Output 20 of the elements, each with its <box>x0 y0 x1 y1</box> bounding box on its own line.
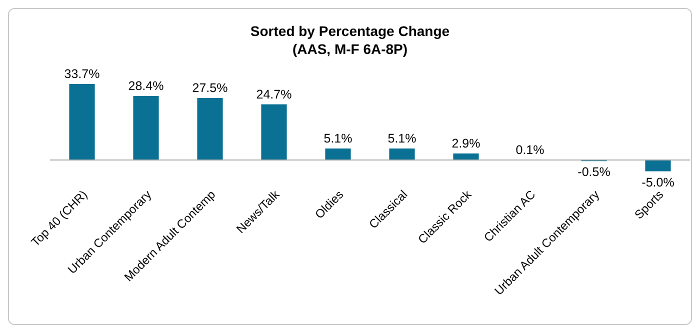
bar <box>389 148 415 160</box>
bar <box>261 104 287 160</box>
data-label: 0.1% <box>516 142 544 157</box>
data-label: 27.5% <box>192 80 228 95</box>
data-label: -5.0% <box>642 175 674 190</box>
chart-title: Sorted by Percentage Change <box>250 23 450 39</box>
bar <box>69 84 95 160</box>
data-label: -0.5% <box>578 165 610 180</box>
chart-subtitle: (AAS, M-F 6A-8P) <box>292 41 408 57</box>
bar <box>197 98 223 160</box>
data-label: 24.7% <box>256 87 292 102</box>
bar <box>453 153 479 160</box>
data-label: 33.7% <box>64 67 100 81</box>
data-label: 28.4% <box>128 78 164 93</box>
bar <box>645 160 671 172</box>
data-label: 2.9% <box>452 136 480 150</box>
bar <box>325 148 351 160</box>
data-label: 5.1% <box>324 132 352 146</box>
data-label: 5.1% <box>388 132 416 146</box>
bar <box>133 96 159 160</box>
